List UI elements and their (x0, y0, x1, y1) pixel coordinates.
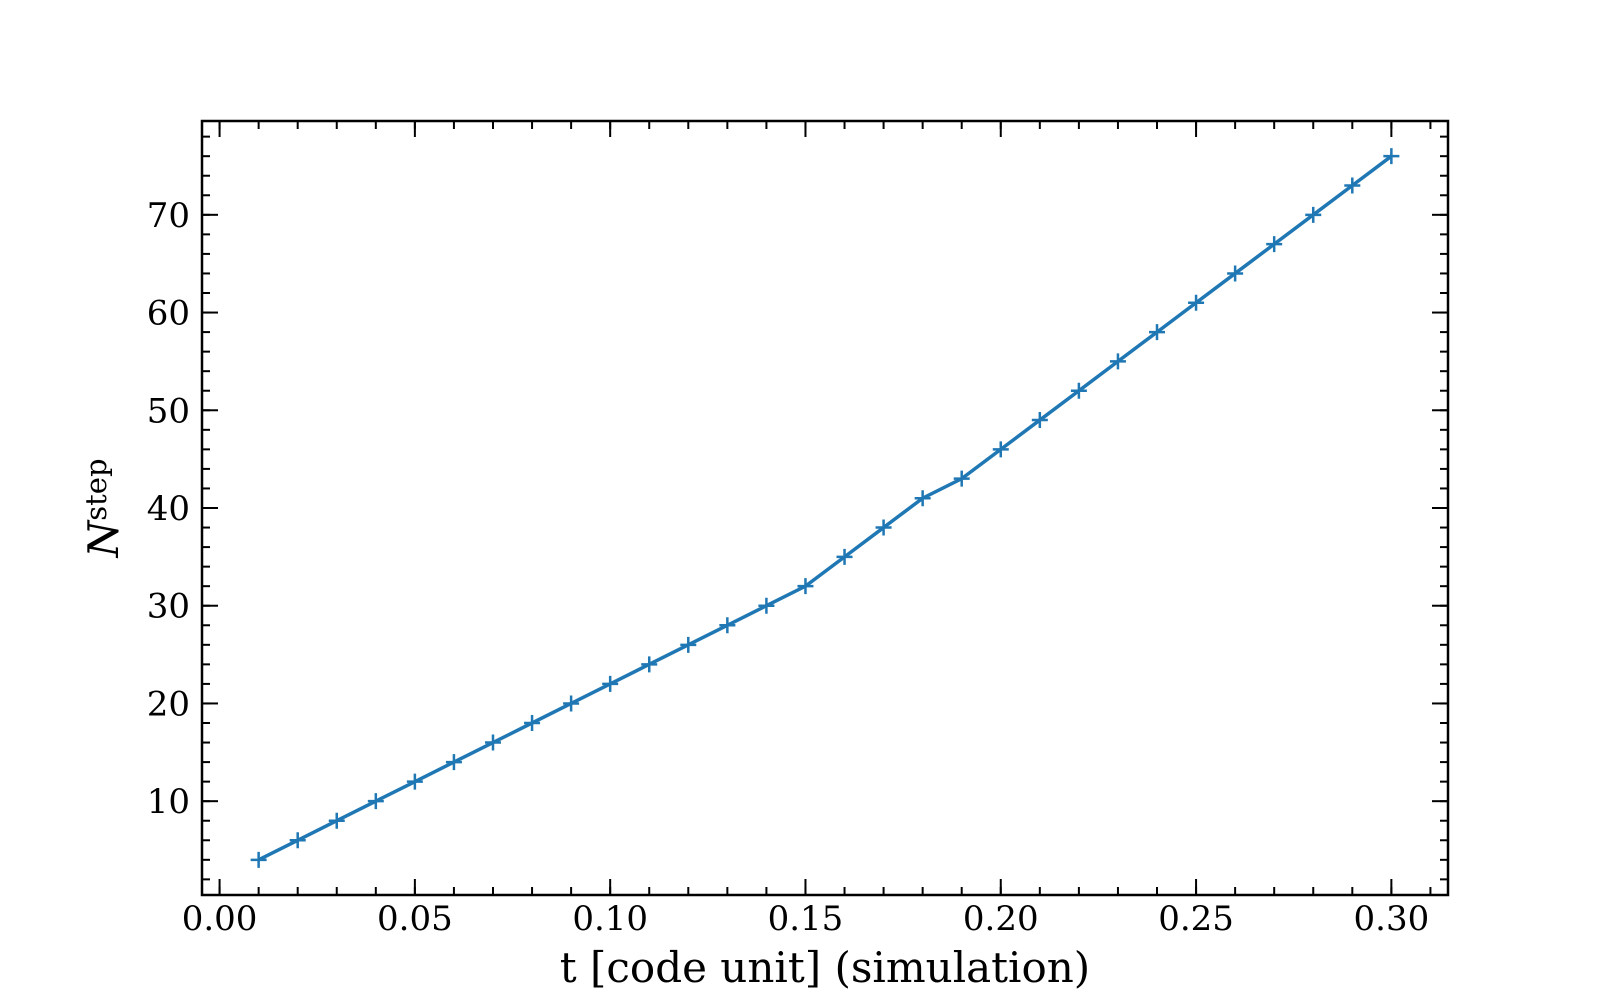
x-tick-label: 0.00 (182, 899, 258, 939)
y-axis-label-sub: step (79, 458, 113, 520)
point-marker (406, 773, 423, 790)
point-marker (836, 548, 853, 565)
point-marker (289, 832, 306, 849)
point-marker (797, 578, 814, 595)
point-marker (250, 851, 267, 868)
x-tick-label: 0.30 (1354, 899, 1430, 939)
point-marker (641, 656, 658, 673)
point-marker (445, 754, 462, 771)
point-marker (719, 617, 736, 634)
point-marker (992, 441, 1009, 458)
point-marker (875, 519, 892, 536)
point-marker (524, 715, 541, 731)
x-tick-label: 0.05 (377, 899, 453, 939)
y-tick-label: 70 (147, 196, 190, 236)
point-marker (1383, 148, 1400, 165)
y-axis-label: Nstep (79, 458, 128, 558)
point-marker (563, 695, 580, 712)
point-marker (680, 636, 697, 653)
point-marker (1227, 265, 1244, 282)
y-tick-label: 30 (147, 587, 190, 627)
x-tick-label: 0.25 (1158, 899, 1234, 939)
series-line (257, 154, 1393, 862)
point-marker (1305, 206, 1322, 223)
point-marker (484, 734, 501, 751)
x-tick-label: 0.20 (963, 899, 1039, 939)
point-marker (367, 793, 384, 810)
y-tick-label: 40 (147, 489, 190, 529)
point-marker (914, 490, 931, 507)
x-tick-label: 0.10 (572, 899, 648, 939)
point-marker (1149, 324, 1166, 341)
x-axis-label: t [code unit] (simulation) (560, 943, 1090, 992)
point-marker (328, 812, 345, 829)
point-marker (1031, 412, 1048, 429)
point-marker (1344, 177, 1361, 194)
point-marker (1070, 382, 1087, 399)
point-marker (953, 470, 970, 487)
point-marker (1188, 294, 1205, 311)
y-tick-label: 20 (147, 684, 190, 724)
point-marker (1266, 236, 1283, 253)
point-marker (1109, 353, 1126, 370)
point-marker (602, 675, 619, 692)
point-marker (758, 597, 775, 614)
y-tick-label: 10 (147, 782, 190, 822)
y-axis-label-main: N (79, 520, 128, 559)
plot-frame (200, 119, 1450, 897)
y-tick-label: 50 (147, 391, 190, 431)
x-tick-label: 0.15 (768, 899, 844, 939)
y-tick-label: 60 (147, 294, 190, 334)
